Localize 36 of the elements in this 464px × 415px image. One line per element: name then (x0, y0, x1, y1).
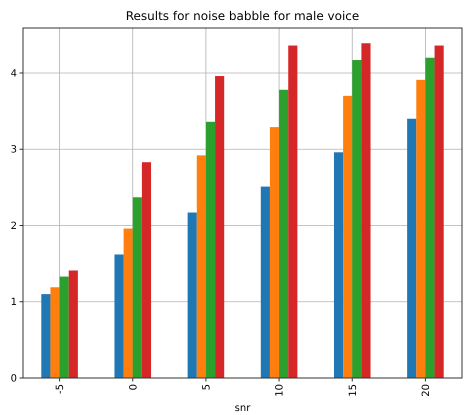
x-tick-label: 5 (201, 384, 212, 390)
bar (196, 155, 206, 378)
bar (188, 212, 197, 378)
x-tick-label: 20 (420, 384, 432, 397)
bar (60, 276, 69, 378)
y-tick-label: 2 (10, 220, 17, 232)
x-tick-label: -5 (55, 384, 66, 394)
bar (132, 197, 142, 378)
x-axis-title: snr (234, 403, 252, 414)
bar (434, 46, 444, 378)
bar (288, 46, 298, 378)
bar (416, 80, 426, 378)
x-tick-label: 15 (348, 384, 359, 397)
bar (68, 270, 78, 378)
bar (270, 127, 280, 378)
bar (334, 152, 344, 378)
bar (279, 90, 288, 378)
bar (425, 58, 435, 378)
bar (260, 186, 270, 378)
bar (41, 294, 50, 378)
bar (124, 228, 133, 378)
x-tick-label: 0 (128, 384, 140, 390)
y-tick-label: 1 (10, 297, 17, 308)
bar (114, 254, 124, 378)
bar (50, 287, 60, 378)
x-tick-label: 10 (274, 384, 286, 397)
bar (215, 76, 224, 378)
bar (206, 122, 216, 378)
y-tick-label: 4 (10, 68, 17, 80)
bar (142, 162, 152, 378)
bar (343, 96, 352, 378)
y-tick-label: 3 (10, 144, 17, 156)
chart-title: Results for noise babble for male voice (126, 9, 360, 23)
bar (407, 118, 416, 378)
bar (361, 43, 371, 378)
bar (352, 60, 362, 378)
